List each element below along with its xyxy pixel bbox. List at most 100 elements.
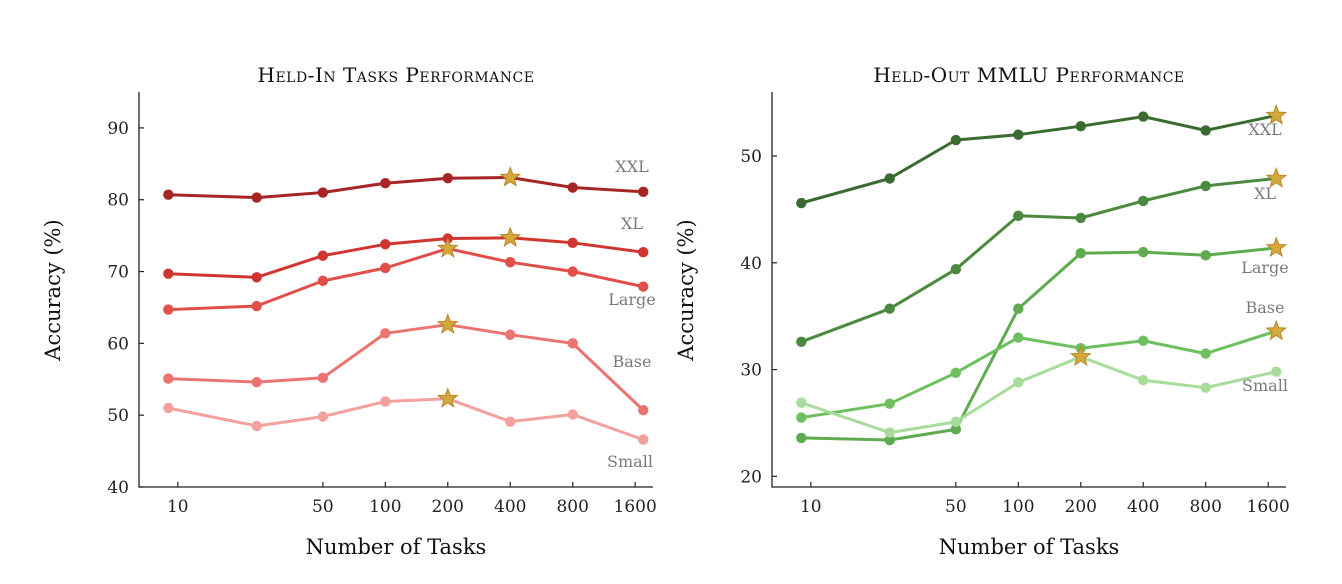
x-axis-label: Number of Tasks bbox=[939, 535, 1120, 559]
series-line-xl bbox=[168, 236, 644, 279]
data-point-large bbox=[1200, 250, 1211, 261]
data-point-base bbox=[505, 329, 516, 340]
y-axis-label: Accuracy (%) bbox=[41, 219, 65, 361]
y-tick-label: 20 bbox=[740, 467, 762, 487]
data-point-xl bbox=[1200, 180, 1211, 192]
data-point-xl bbox=[1013, 210, 1024, 222]
x-axis-label: Number of Tasks bbox=[306, 535, 487, 559]
series-line-xl bbox=[800, 177, 1277, 344]
y-tick-label: 40 bbox=[107, 478, 129, 498]
data-point-xxl bbox=[1075, 120, 1086, 132]
x-tick-label: 50 bbox=[945, 497, 967, 517]
data-point-large bbox=[638, 281, 649, 292]
y-tick-label: 80 bbox=[107, 191, 129, 211]
data-point-large bbox=[950, 424, 962, 435]
best-star-xl bbox=[1265, 167, 1288, 188]
data-point-xxl bbox=[163, 189, 174, 200]
data-point-large bbox=[1138, 246, 1149, 258]
data-point-small bbox=[796, 397, 807, 408]
data-point-xxl bbox=[251, 192, 262, 203]
data-point-xxl bbox=[567, 182, 578, 193]
data-point-xxl bbox=[638, 186, 649, 198]
data-point-xl bbox=[1075, 212, 1086, 224]
data-point-xl bbox=[317, 250, 329, 261]
y-tick-label: 50 bbox=[740, 147, 762, 167]
data-point-xl bbox=[1138, 195, 1149, 207]
best-star-base bbox=[436, 313, 459, 334]
data-point-base bbox=[567, 338, 578, 349]
data-point-xxl bbox=[317, 187, 329, 198]
y-tick-label: 50 bbox=[107, 406, 129, 426]
data-point-base bbox=[317, 372, 329, 384]
chart-title: Held-Out MMLU Performance bbox=[873, 63, 1184, 87]
series-label-small: Small bbox=[1242, 376, 1288, 395]
axes bbox=[138, 92, 653, 488]
x-tick-label: 800 bbox=[1189, 497, 1221, 517]
best-star-base bbox=[1265, 319, 1288, 341]
series-line-xxl bbox=[800, 114, 1277, 205]
data-point-base bbox=[1138, 335, 1149, 346]
data-point-xxl bbox=[1138, 111, 1149, 122]
best-star-xxl bbox=[499, 166, 522, 187]
data-point-xl bbox=[567, 237, 578, 249]
data-point-xxl bbox=[442, 172, 453, 184]
data-point-large bbox=[163, 304, 174, 315]
data-point-xl bbox=[796, 336, 807, 348]
data-point-base bbox=[796, 412, 807, 423]
y-tick-label: 60 bbox=[107, 334, 129, 354]
x-tick-label: 200 bbox=[432, 497, 464, 517]
axes bbox=[771, 92, 1286, 488]
series-label-large: Large bbox=[608, 290, 656, 309]
data-point-base bbox=[950, 367, 962, 378]
best-star-small bbox=[1069, 345, 1092, 367]
data-point-large bbox=[251, 300, 262, 312]
data-point-base bbox=[1013, 332, 1024, 343]
data-point-large bbox=[380, 262, 391, 274]
data-point-xxl bbox=[1200, 125, 1211, 136]
series-line-large bbox=[801, 246, 1277, 442]
series-line-base bbox=[168, 323, 645, 412]
series-line-small bbox=[168, 397, 644, 442]
data-point-large bbox=[317, 275, 329, 287]
data-point-xxl bbox=[796, 197, 807, 209]
best-star-xl bbox=[499, 226, 522, 248]
data-point-xl bbox=[884, 303, 895, 314]
data-point-base bbox=[163, 373, 174, 384]
data-point-xl bbox=[950, 264, 962, 275]
data-point-large bbox=[1013, 303, 1024, 314]
data-point-small bbox=[1138, 375, 1149, 386]
data-point-small bbox=[251, 420, 262, 432]
data-point-small bbox=[163, 402, 174, 414]
series-label-xl: XL bbox=[621, 214, 643, 233]
series-label-xl: XL bbox=[1254, 184, 1276, 203]
series-label-base: Base bbox=[613, 352, 652, 371]
best-star-large bbox=[1265, 236, 1288, 258]
y-tick-label: 40 bbox=[740, 254, 762, 274]
data-point-small bbox=[950, 416, 962, 428]
series-label-large: Large bbox=[1241, 258, 1289, 277]
data-point-base bbox=[251, 376, 262, 388]
best-star-xxl bbox=[1265, 104, 1288, 125]
data-point-large bbox=[884, 434, 895, 446]
x-tick-label: 1600 bbox=[614, 497, 657, 517]
series-label-xxl: XXL bbox=[1248, 120, 1282, 139]
x-tick-label: 200 bbox=[1065, 497, 1097, 517]
series-label-xxl: XXL bbox=[615, 157, 649, 176]
y-tick-label: 70 bbox=[107, 263, 129, 283]
series-line-small bbox=[800, 355, 1277, 435]
data-point-small bbox=[505, 416, 516, 427]
series-label-small: Small bbox=[607, 452, 653, 471]
x-tick-label: 400 bbox=[494, 497, 526, 517]
data-point-small bbox=[317, 411, 329, 422]
best-star-small bbox=[436, 387, 459, 408]
x-tick-label: 800 bbox=[556, 497, 588, 517]
series-label-base: Base bbox=[1246, 298, 1285, 317]
series-line-base bbox=[801, 329, 1277, 420]
data-point-small bbox=[1271, 366, 1282, 377]
data-point-large bbox=[567, 266, 578, 277]
data-point-xxl bbox=[1013, 129, 1024, 140]
y-tick-label: 30 bbox=[740, 361, 762, 381]
held-out-mmlu-chart: Held-Out MMLU Performance Accuracy (%) N… bbox=[674, 63, 1290, 559]
series-line-xxl bbox=[168, 176, 644, 200]
data-point-small bbox=[1013, 377, 1024, 388]
